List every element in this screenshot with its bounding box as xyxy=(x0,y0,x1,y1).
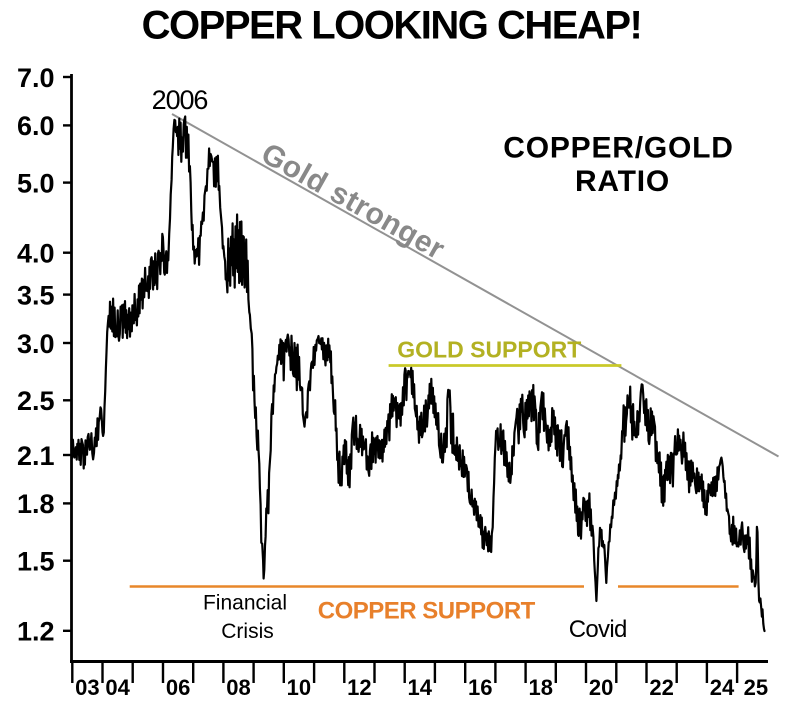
svg-text:Financial: Financial xyxy=(203,592,287,615)
svg-text:1.8: 1.8 xyxy=(17,489,55,519)
svg-text:12: 12 xyxy=(347,675,371,700)
svg-text:14: 14 xyxy=(408,675,433,700)
svg-text:3.5: 3.5 xyxy=(17,280,55,310)
svg-text:RATIO: RATIO xyxy=(575,165,670,198)
svg-text:COPPER SUPPORT: COPPER SUPPORT xyxy=(318,598,536,625)
svg-text:1.2: 1.2 xyxy=(17,617,55,647)
svg-text:Crisis: Crisis xyxy=(221,620,274,643)
svg-text:08: 08 xyxy=(226,675,250,700)
svg-text:16: 16 xyxy=(468,675,492,700)
svg-text:2006: 2006 xyxy=(152,85,208,115)
svg-text:06: 06 xyxy=(166,675,190,700)
svg-text:7.0: 7.0 xyxy=(17,63,55,93)
svg-text:03: 03 xyxy=(75,675,99,700)
svg-text:COPPER/GOLD: COPPER/GOLD xyxy=(503,132,734,165)
svg-text:04: 04 xyxy=(105,675,130,700)
svg-text:20: 20 xyxy=(589,675,613,700)
svg-text:24: 24 xyxy=(710,675,735,700)
svg-text:6.0: 6.0 xyxy=(17,111,55,141)
svg-text:Covid: Covid xyxy=(569,616,627,643)
svg-text:18: 18 xyxy=(528,675,552,700)
svg-text:COPPER LOOKING CHEAP!: COPPER LOOKING CHEAP! xyxy=(142,4,642,48)
svg-text:GOLD SUPPORT: GOLD SUPPORT xyxy=(397,337,581,363)
svg-text:25: 25 xyxy=(744,675,768,700)
svg-text:10: 10 xyxy=(287,675,311,700)
svg-text:4.0: 4.0 xyxy=(17,239,55,269)
svg-text:22: 22 xyxy=(649,675,673,700)
svg-text:2.1: 2.1 xyxy=(17,441,55,471)
svg-text:2.5: 2.5 xyxy=(17,386,55,416)
svg-text:3.0: 3.0 xyxy=(17,329,55,359)
svg-text:1.5: 1.5 xyxy=(17,547,55,577)
svg-text:5.0: 5.0 xyxy=(17,168,55,198)
